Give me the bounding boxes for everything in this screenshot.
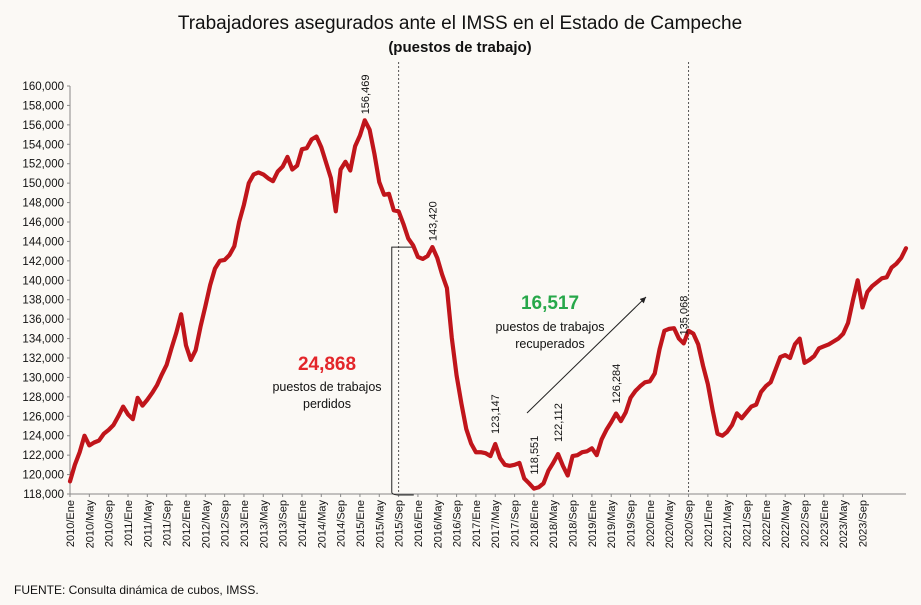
x-tick-label: 2013/May xyxy=(258,500,270,549)
x-tick-label: 2022/Ene xyxy=(761,500,773,547)
y-tick-label: 146,000 xyxy=(22,217,64,229)
series-line xyxy=(67,118,909,491)
data-label: 122,112 xyxy=(553,403,565,442)
x-tick-label: 2010/Sep xyxy=(104,500,116,547)
x-tick-label: 2017/Sep xyxy=(510,500,522,547)
x-tick-label: 2013/Sep xyxy=(278,500,290,547)
x-tick-label: 2019/May xyxy=(606,500,618,549)
data-label: 126,284 xyxy=(611,364,623,404)
y-tick-label: 132,000 xyxy=(22,353,64,365)
x-tick-label: 2019/Sep xyxy=(626,500,638,547)
x-tick-label: 2022/Sep xyxy=(800,500,812,547)
x-axis-labels: 2010/Ene 2010/May 2010/Sep 2011/Ene 2011/May… xyxy=(65,494,870,548)
x-tick-label: 2013/Ene xyxy=(239,500,251,547)
x-tick-label: 2011/Ene xyxy=(123,500,135,546)
y-tick-label: 120,000 xyxy=(22,470,64,482)
x-tick-label: 2012/Sep xyxy=(220,500,232,547)
recovered-jobs-value: 16,517 xyxy=(521,293,579,314)
y-tick-label: 156,000 xyxy=(22,120,64,132)
x-tick-label: 2011/May xyxy=(142,500,154,548)
x-tick-label: 2014/May xyxy=(316,500,328,549)
x-tick-label: 2022/May xyxy=(780,500,792,549)
chart-subtitle: (puestos de trabajo) xyxy=(388,39,531,56)
source-note: FUENTE: Consulta dinámica de cubos, IMSS… xyxy=(14,583,259,597)
y-tick-label: 122,000 xyxy=(22,450,64,462)
series-group xyxy=(67,118,909,491)
y-tick-label: 140,000 xyxy=(22,275,64,287)
y-tick-label: 154,000 xyxy=(22,139,64,151)
x-tick-label: 2014/Ene xyxy=(297,500,309,547)
x-tick-label: 2016/May xyxy=(432,500,444,549)
recovery-arrow xyxy=(526,296,647,414)
lost-jobs-label-2: perdidos xyxy=(303,397,351,411)
y-tick-label: 142,000 xyxy=(22,256,64,268)
lost-jobs-value: 24,868 xyxy=(298,354,356,375)
y-tick-label: 128,000 xyxy=(22,392,64,404)
x-tick-label: 2016/Ene xyxy=(413,500,425,547)
recovered-jobs-label-2: recuperados xyxy=(515,337,585,351)
y-tick-label: 130,000 xyxy=(22,372,64,384)
x-tick-label: 2017/Ene xyxy=(471,500,483,547)
data-label: 123,147 xyxy=(490,394,502,434)
x-tick-label: 2015/May xyxy=(374,500,386,549)
y-axis-labels: 118,000 120,000 122,000 124,000 126,000 128,0… xyxy=(22,81,70,501)
recovered-jobs-label-1: puestos de trabajos xyxy=(495,320,604,334)
x-tick-label: 2020/Ene xyxy=(645,500,657,547)
y-tick-label: 148,000 xyxy=(22,198,64,210)
x-tick-label: 2023/May xyxy=(838,500,850,549)
x-tick-label: 2016/Sep xyxy=(452,500,464,547)
y-tick-label: 118,000 xyxy=(23,489,64,501)
x-tick-label: 2023/Ene xyxy=(819,500,831,547)
y-tick-label: 144,000 xyxy=(22,236,64,248)
x-tick-label: 2021/May xyxy=(722,500,734,549)
x-tick-label: 2023/Sep xyxy=(858,500,870,547)
x-tick-label: 2014/Sep xyxy=(336,500,348,547)
data-label: 156,469 xyxy=(360,75,372,115)
x-tick-label: 2018/May xyxy=(548,500,560,549)
reference-lines xyxy=(391,62,690,496)
x-tick-label: 2019/Ene xyxy=(587,500,599,547)
x-tick-label: 2017/May xyxy=(490,500,502,549)
y-tick-label: 136,000 xyxy=(22,314,64,326)
y-tick-label: 138,000 xyxy=(22,295,64,307)
y-tick-label: 150,000 xyxy=(22,178,64,190)
x-tick-label: 2010/May xyxy=(84,500,96,549)
x-tick-label: 2018/Sep xyxy=(568,500,580,547)
y-tick-label: 160,000 xyxy=(22,81,64,93)
chart-title: Trabajadores asegurados ante el IMSS en … xyxy=(178,13,742,34)
x-tick-label: 2020/May xyxy=(664,500,676,549)
y-tick-label: 126,000 xyxy=(22,411,64,423)
x-tick-label: 2015/Ene xyxy=(355,500,367,547)
y-tick-label: 124,000 xyxy=(22,431,64,443)
x-tick-label: 2011/Sep xyxy=(162,500,174,546)
x-tick-label: 2018/Ene xyxy=(529,500,541,547)
x-tick-label: 2015/Sep xyxy=(394,500,406,547)
x-tick-label: 2020/Sep xyxy=(684,500,696,547)
data-label: 118,551 xyxy=(529,436,541,475)
axes-group xyxy=(69,86,906,495)
data-label: 143,420 xyxy=(427,201,439,241)
x-tick-label: 2010/Ene xyxy=(65,500,77,547)
y-tick-label: 158,000 xyxy=(22,100,64,112)
lost-jobs-bracket xyxy=(391,246,414,496)
annotations-group: 24,868 puestos de trabajos perdidos 16,5… xyxy=(272,75,690,475)
x-tick-label: 2021/Sep xyxy=(742,500,754,547)
x-tick-label: 2021/Ene xyxy=(703,500,715,547)
x-tick-label: 2012/May xyxy=(200,500,212,549)
y-tick-label: 152,000 xyxy=(22,159,64,171)
y-tick-label: 134,000 xyxy=(22,334,64,346)
data-label: 135,068 xyxy=(679,296,691,336)
x-tick-label: 2012/Ene xyxy=(181,500,193,547)
lost-jobs-label-1: puestos de trabajos xyxy=(272,380,381,394)
